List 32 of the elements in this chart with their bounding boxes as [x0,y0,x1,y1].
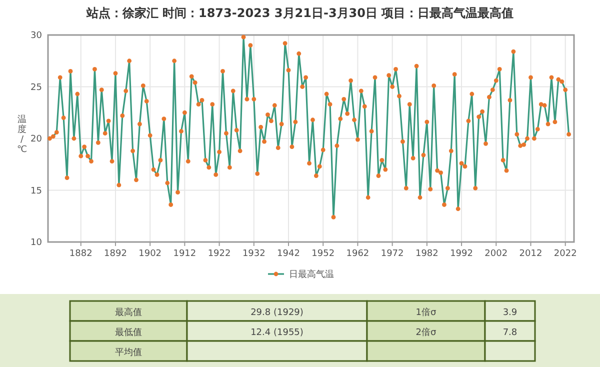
x-tick-label: 1902 [138,249,162,259]
x-tick-label: 1942 [277,249,300,259]
text: 12.4 (1955) [250,328,304,338]
x-tick-label: 2002 [484,249,508,259]
y-tick-label: 25 [30,82,42,93]
text: 1倍σ [416,307,437,318]
y-tick-label: 30 [30,31,42,41]
x-tick-label: 2012 [519,249,542,259]
x-tick-label: 1912 [173,249,196,259]
y-tick-label: 20 [30,134,42,144]
x-tick-label: 2022 [554,249,577,259]
chart-title: 站点：徐家汇 时间：1873-2023 3月21日-3月30日 项目：日最高气温最高值 [85,6,514,20]
x-tick-label: 1972 [380,249,404,259]
y-tick-label: 15 [30,186,42,196]
x-tick-label: 1922 [208,249,231,259]
y-axis-title: 温度/℃ [16,114,28,155]
text: 7.8 [502,328,518,338]
x-tick-label: 1932 [242,249,266,259]
x-tick-label: 1962 [346,249,370,259]
x-tick-label: 1982 [415,249,438,259]
text: 最低值 [115,327,142,338]
x-tick-label: 1992 [450,249,473,259]
text: 最高值 [115,307,142,318]
x-tick-label: 1892 [104,249,127,259]
text: 29.8 (1929) [250,308,304,318]
text: 平均值 [115,347,142,358]
y-tick-label: 10 [30,238,42,248]
legend-label: 日最高气温 [289,269,334,280]
x-tick-label: 1882 [69,249,92,259]
text: 3.9 [502,308,518,318]
text: 2倍σ [416,327,437,338]
x-tick-label: 1952 [312,249,335,259]
